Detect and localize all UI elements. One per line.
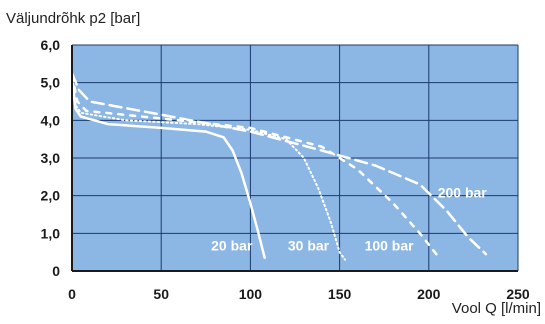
series-line-200-bar bbox=[70, 72, 488, 256]
series-label-20-bar: 20 bar bbox=[211, 237, 253, 253]
series-labels: 20 bar 30 bar 100 bar 200 bar bbox=[211, 185, 487, 254]
series-label-30-bar: 30 bar bbox=[288, 237, 330, 253]
axes: 0 50 100 150 200 250 0 1,0 2,0 3,0 4,0 5,0 6,0 bbox=[41, 37, 530, 302]
series-line-100-bar bbox=[70, 73, 439, 258]
y-tick-label: 4,0 bbox=[41, 112, 61, 128]
y-tick-label: 5,0 bbox=[41, 75, 61, 91]
y-tick-label: 2,0 bbox=[41, 188, 61, 204]
x-axis-title: Vool Q [l/min] bbox=[451, 300, 541, 317]
y-tick-label: 1,0 bbox=[41, 225, 61, 241]
y-tick-label: 0 bbox=[52, 263, 60, 279]
x-tick-label: 100 bbox=[239, 286, 263, 302]
x-tick-label: 200 bbox=[417, 286, 441, 302]
x-tick-label: 250 bbox=[506, 286, 530, 302]
y-tick-label: 3,0 bbox=[41, 150, 61, 166]
grid bbox=[72, 45, 518, 271]
y-axis-title: Väljundrõhk p2 [bar] bbox=[6, 10, 141, 27]
series-line-20-bar bbox=[70, 77, 266, 260]
x-tick-label: 150 bbox=[328, 286, 352, 302]
series-line-30-bar bbox=[71, 74, 346, 261]
series-label-100-bar: 100 bar bbox=[365, 237, 415, 253]
series-label-200-bar: 200 bar bbox=[438, 185, 488, 201]
x-tick-label: 50 bbox=[153, 286, 169, 302]
x-tick-label: 0 bbox=[68, 286, 76, 302]
series-group bbox=[70, 72, 488, 261]
y-tick-label: 6,0 bbox=[41, 37, 61, 53]
